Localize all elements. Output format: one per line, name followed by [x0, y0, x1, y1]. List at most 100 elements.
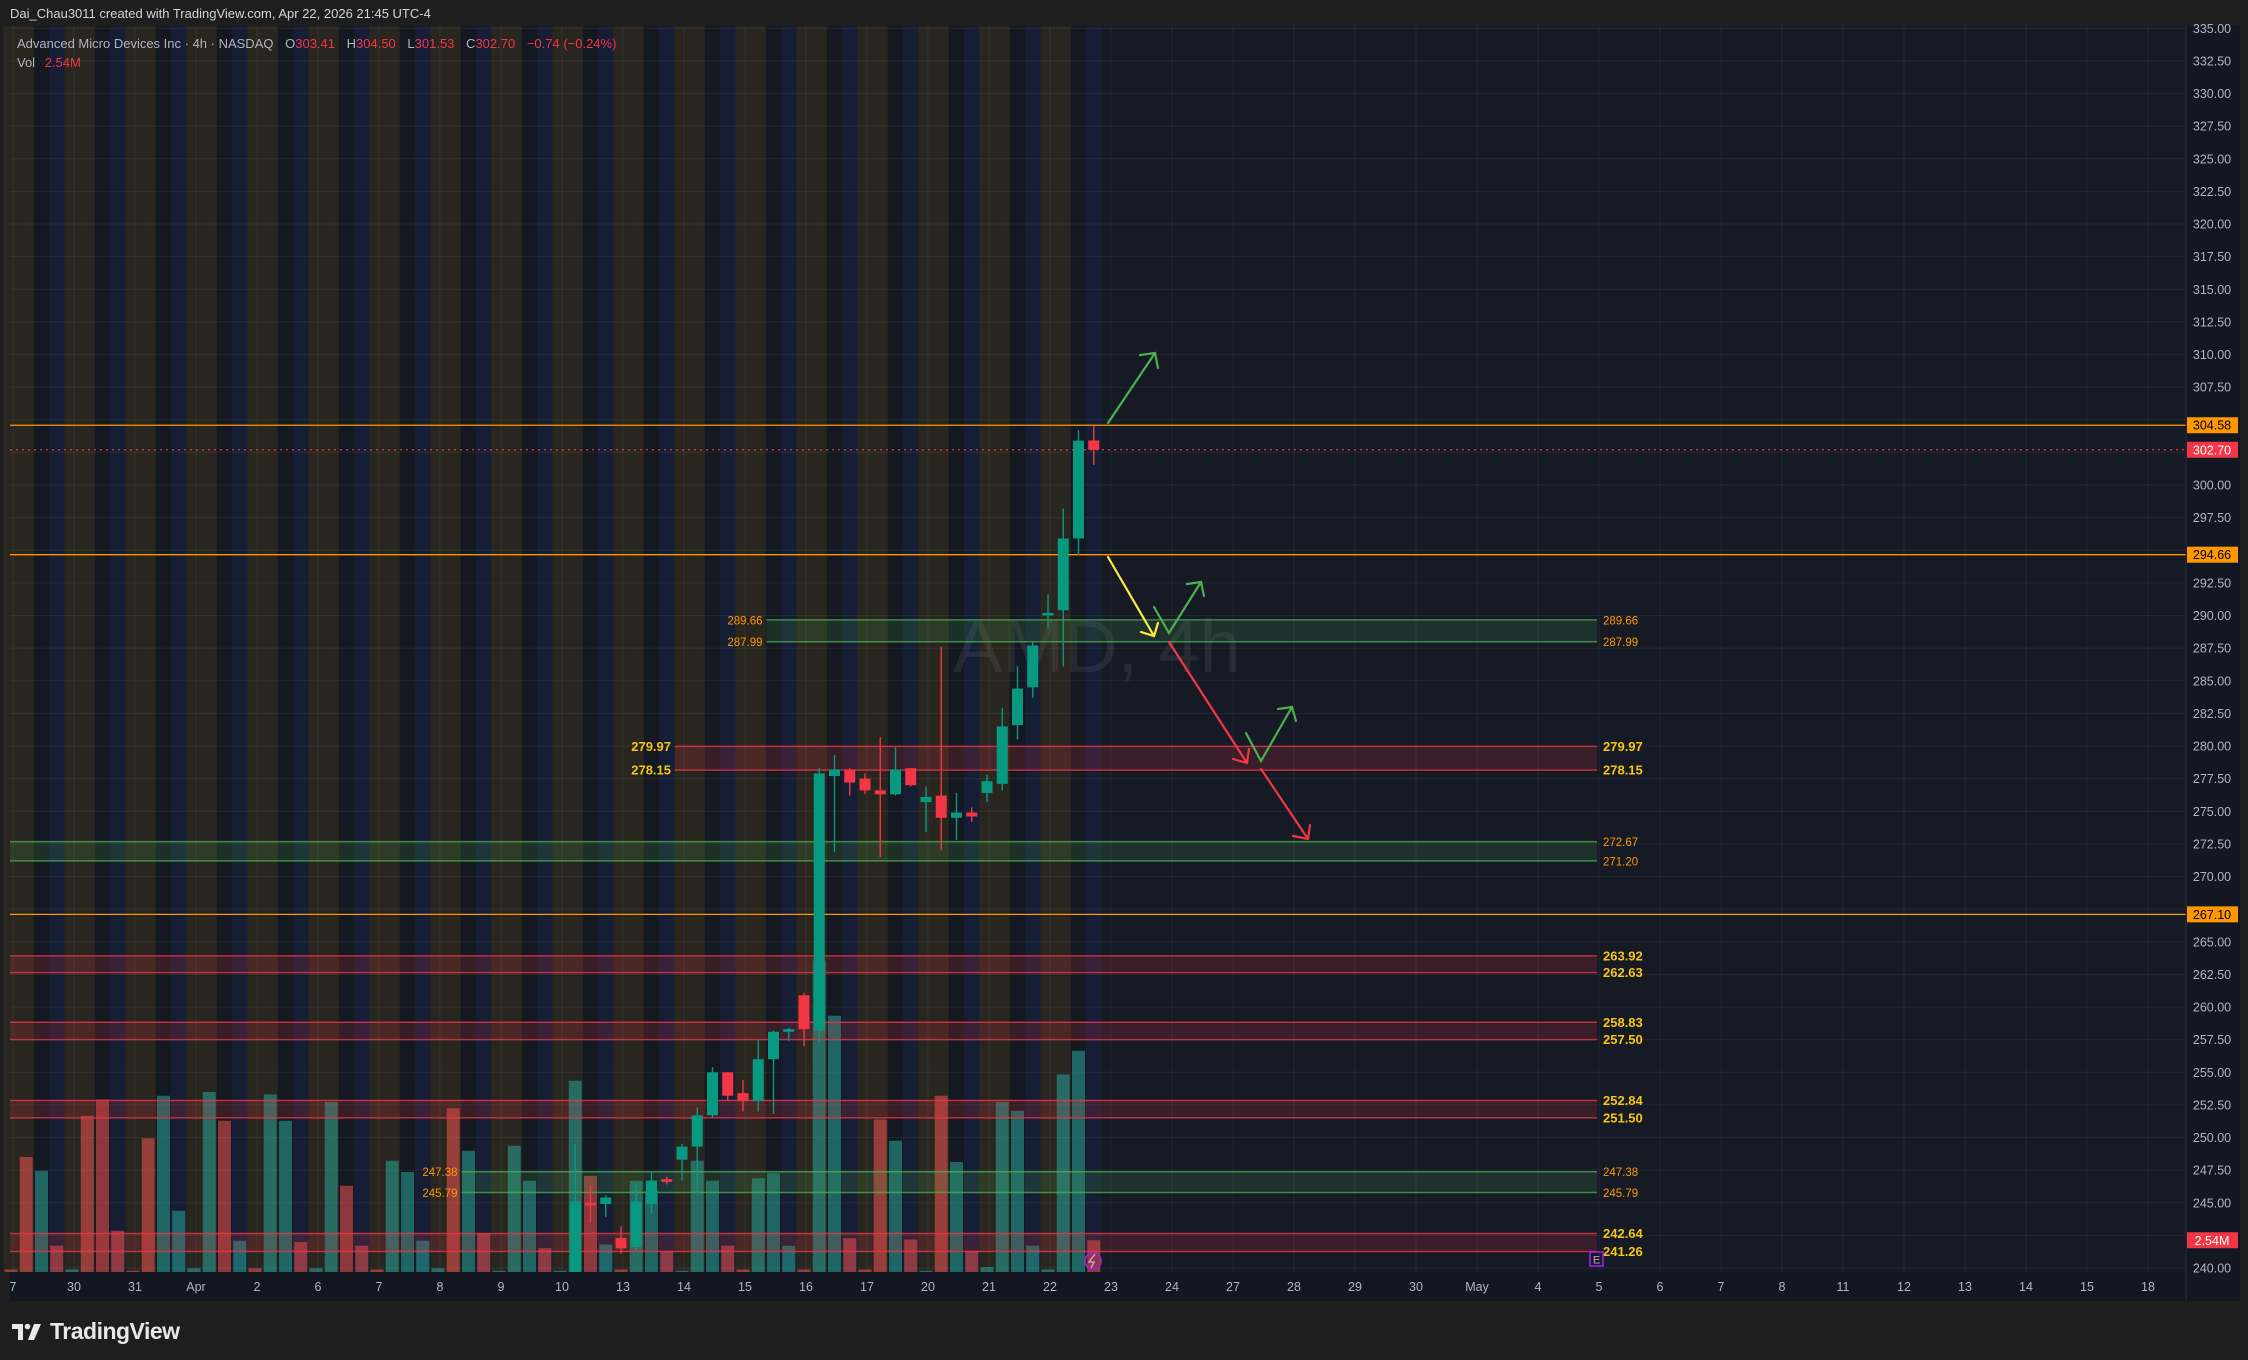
- session-stripe: [537, 26, 553, 1272]
- dividend-lightning-icon[interactable]: [1084, 1252, 1102, 1270]
- red-zone-fill[interactable]: [10, 1233, 1597, 1252]
- session-stripe: [110, 26, 126, 1272]
- price-axis-label: 317.50: [2193, 250, 2231, 264]
- tradingview-logo[interactable]: TradingView: [12, 1318, 180, 1345]
- green-zone-fill[interactable]: [461, 1171, 1598, 1193]
- candle-down: [935, 795, 947, 818]
- volume-bar: [202, 1092, 216, 1272]
- volume-bar: [797, 1269, 811, 1272]
- volume-bar: [401, 1172, 414, 1272]
- volume-bar: [980, 1267, 994, 1272]
- time-axis-label: 28: [1287, 1280, 1301, 1294]
- session-stripe: [979, 26, 995, 1272]
- zone-high-label-right: 252.84: [1603, 1093, 1644, 1108]
- arrow-down-yellow: [1106, 555, 1160, 638]
- time-axis-label: 11: [1837, 1280, 1850, 1294]
- volume-bar: [828, 1015, 841, 1272]
- tradingview-logo-text: TradingView: [50, 1318, 180, 1344]
- red-zone-fill[interactable]: [10, 955, 1597, 973]
- level-badge-label: 294.66: [2193, 548, 2231, 562]
- price-axis-label: 240.00: [2193, 1262, 2231, 1276]
- chart-legend[interactable]: Advanced Micro Devices Inc · 4h · NASDAQ…: [17, 34, 616, 72]
- zone-low-label-right: 271.20: [1603, 856, 1638, 868]
- zone-high-label-right: 263.92: [1603, 948, 1643, 963]
- session-stripe: [460, 26, 477, 1272]
- candle-up: [920, 796, 932, 803]
- candle-up: [1012, 688, 1023, 726]
- price-axis-label: 312.50: [2193, 315, 2231, 329]
- candle-down: [722, 1072, 734, 1096]
- time-axis-label: 8: [437, 1280, 444, 1294]
- session-stripe: [323, 26, 339, 1272]
- price-axis-label: 275.00: [2193, 805, 2231, 819]
- time-axis[interactable]: [10, 1272, 2186, 1301]
- tradingview-logo-icon: [12, 1323, 41, 1340]
- session-stripe: [338, 26, 355, 1272]
- session-stripe: [613, 26, 629, 1272]
- volume-bar: [965, 1250, 979, 1272]
- candle-up: [691, 1115, 703, 1147]
- zone-low-label-left: 278.15: [631, 763, 671, 778]
- candle-down: [844, 769, 856, 783]
- volume-bar: [1072, 1050, 1085, 1272]
- chart-attribution: Dai_Chau3011 created with TradingView.co…: [10, 6, 431, 21]
- high-label: H: [346, 36, 357, 51]
- price-axis-badges: 304.58 294.66 267.10 302.70 2.54M: [2187, 417, 2238, 1249]
- event-markers[interactable]: E: [1084, 1251, 1604, 1270]
- session-stripe: [735, 26, 751, 1272]
- session-stripe: [750, 26, 766, 1272]
- price-axis-label: 322.50: [2193, 185, 2231, 199]
- projection-arrows[interactable]: [1106, 351, 1312, 841]
- time-axis-label: 10: [555, 1280, 569, 1294]
- level-badge: [2187, 906, 2238, 923]
- green-zone-fill[interactable]: [766, 619, 1598, 642]
- candle-up: [996, 726, 1008, 784]
- volume-bar: [553, 1270, 567, 1272]
- session-stripe: [216, 26, 233, 1272]
- volume-bar: [584, 1175, 597, 1272]
- session-stripe: [125, 26, 141, 1272]
- volume-bar: [355, 1245, 369, 1272]
- session-stripe: [247, 26, 263, 1272]
- open-value: 303.41: [295, 36, 335, 51]
- red-zone-fill[interactable]: [675, 746, 1597, 771]
- session-stripe: [293, 26, 309, 1272]
- session-stripe: [1086, 26, 1102, 1272]
- time-axis-label: 14: [2019, 1280, 2033, 1294]
- volume-bar: [172, 1210, 186, 1272]
- high-value: 304.50: [356, 36, 396, 51]
- volume-bar: [736, 1269, 750, 1272]
- session-stripe: [781, 26, 797, 1272]
- time-axis-label: 17: [860, 1280, 874, 1294]
- earnings-marker[interactable]: [1589, 1251, 1604, 1267]
- candle-down: [905, 768, 917, 786]
- volume-bar: [248, 1268, 262, 1272]
- volume-bar: [263, 1094, 277, 1272]
- session-stripe: [1040, 26, 1056, 1272]
- green-zone-fill[interactable]: [10, 841, 1597, 861]
- candle-down: [661, 1179, 673, 1182]
- lightning-icon: [1087, 1253, 1096, 1269]
- time-axis-label: 27: [1226, 1280, 1240, 1294]
- volume-bar: [812, 960, 826, 1272]
- volume-badge-label: 2.54M: [2195, 1234, 2230, 1248]
- price-axis[interactable]: [2186, 26, 2240, 1301]
- session-stripe: [430, 26, 446, 1272]
- session-stripe: [369, 26, 385, 1272]
- arrow-up-green: [1106, 351, 1160, 425]
- session-stripe: [94, 26, 111, 1272]
- session-stripe: [765, 26, 782, 1272]
- price-axis-labels: 240.00 245.00 247.50 250.00 252.50 255.00 257.…: [2193, 22, 2231, 1276]
- volume-bar: [904, 1239, 918, 1272]
- session-stripe: [628, 26, 644, 1272]
- volume-bar: [35, 1170, 48, 1272]
- level-badge-label: 267.10: [2193, 908, 2231, 922]
- time-axis-label: 8: [1779, 1280, 1786, 1294]
- volume-bar: [523, 1180, 536, 1272]
- time-axis-label: 31: [128, 1280, 142, 1294]
- time-axis-label: 15: [2080, 1280, 2094, 1294]
- session-stripe: [918, 26, 934, 1272]
- volume-bar: [1011, 1110, 1024, 1272]
- red-zone-fill[interactable]: [10, 1100, 1597, 1118]
